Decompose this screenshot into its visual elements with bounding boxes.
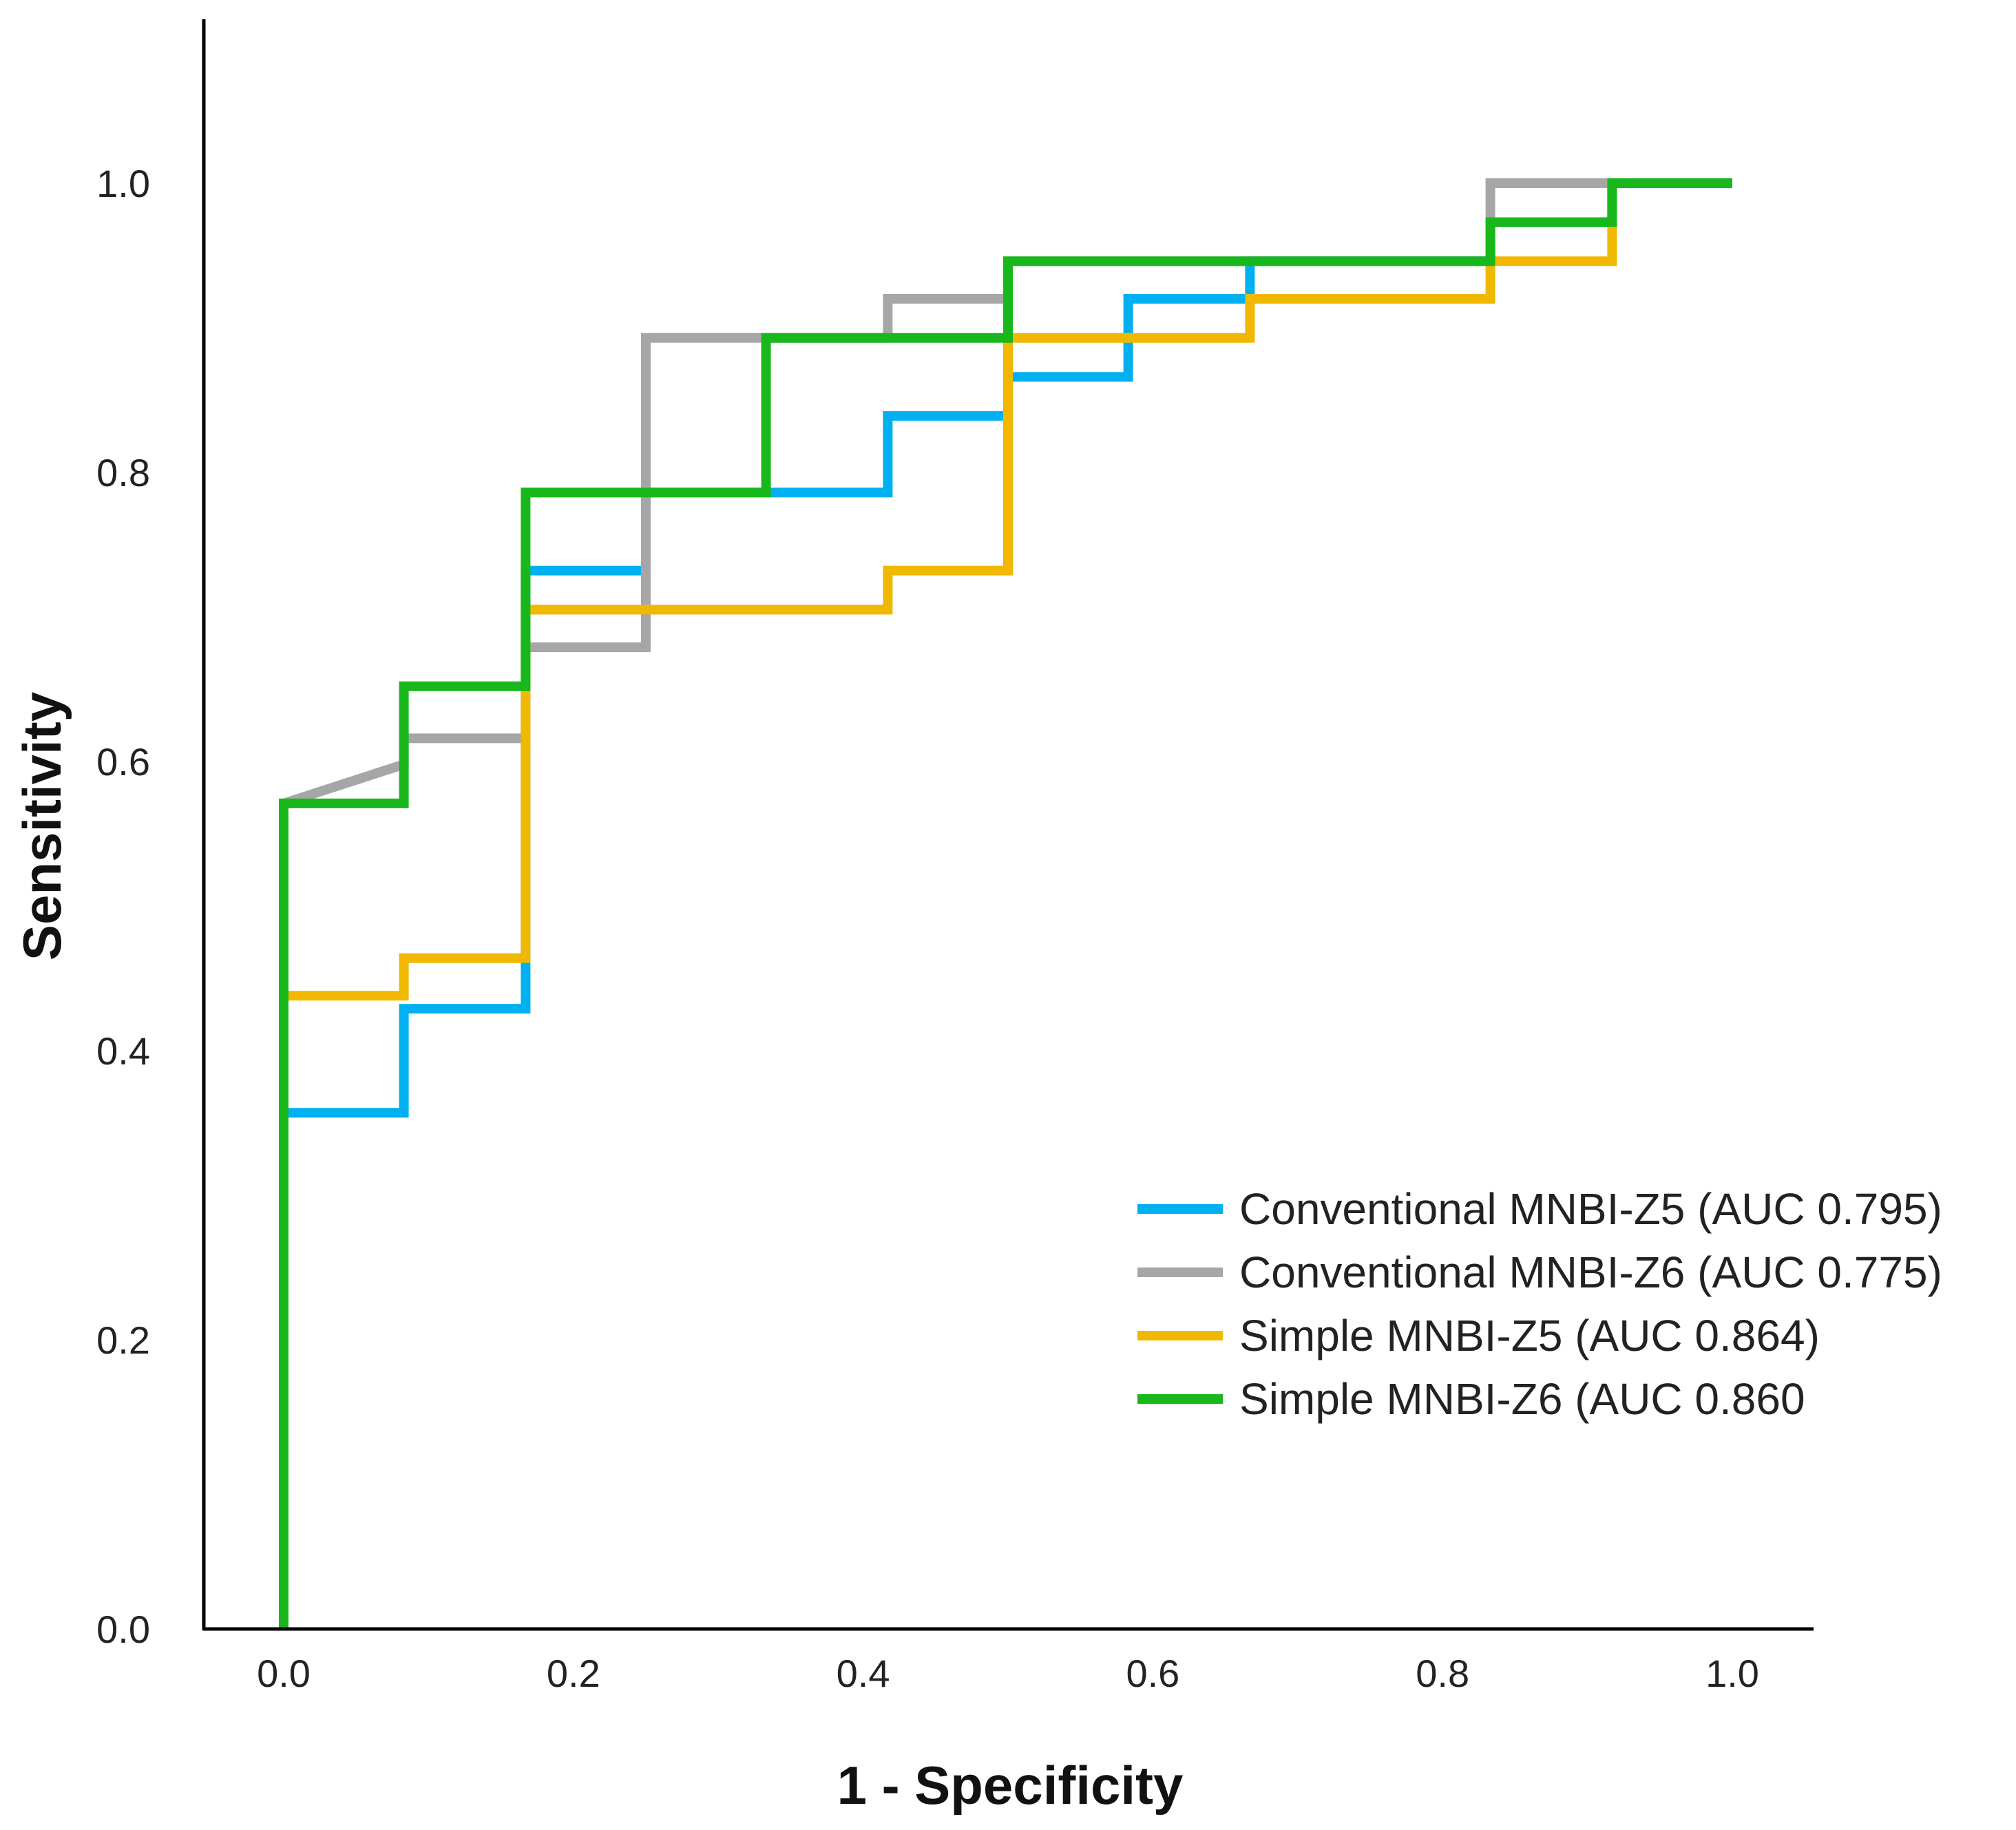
y-tick-label: 1.0 xyxy=(96,162,150,205)
x-tick-label: 0.8 xyxy=(1416,1652,1469,1695)
series-layer xyxy=(279,178,1732,1629)
y-tick-label: 0.4 xyxy=(96,1029,150,1073)
y-tick-label: 0.8 xyxy=(96,451,150,494)
y-tick-labels: 0.0 0.2 0.4 0.6 0.8 1.0 xyxy=(96,162,150,1651)
x-tick-label: 0.2 xyxy=(547,1652,600,1695)
x-tick-label: 0.4 xyxy=(837,1652,890,1695)
x-tick-labels: 0.0 0.2 0.4 0.6 0.8 1.0 xyxy=(257,1652,1759,1695)
legend-label: Conventional MNBI-Z5 (AUC 0.795) xyxy=(1239,1184,1942,1234)
y-tick-label: 0.2 xyxy=(96,1318,150,1362)
x-tick-label: 1.0 xyxy=(1705,1652,1759,1695)
roc-curve-series-4 xyxy=(279,178,1732,1629)
x-axis-title: 1 - Specificity xyxy=(837,1755,1184,1816)
roc-curve-series-3 xyxy=(279,178,1732,1629)
legend-label: Conventional MNBI-Z6 (AUC 0.775) xyxy=(1239,1248,1942,1297)
legend: Conventional MNBI-Z5 (AUC 0.795) Conventi… xyxy=(1137,1184,1942,1424)
x-tick-label: 0.6 xyxy=(1126,1652,1179,1695)
x-tick-label: 0.0 xyxy=(257,1652,311,1695)
legend-label: Simple MNBI-Z6 (AUC 0.860 xyxy=(1239,1374,1805,1424)
y-tick-label: 0.6 xyxy=(96,740,150,783)
y-tick-label: 0.0 xyxy=(96,1608,150,1651)
legend-label: Simple MNBI-Z5 (AUC 0.864) xyxy=(1239,1311,1820,1360)
y-axis-title: Sensitivity xyxy=(12,692,72,960)
